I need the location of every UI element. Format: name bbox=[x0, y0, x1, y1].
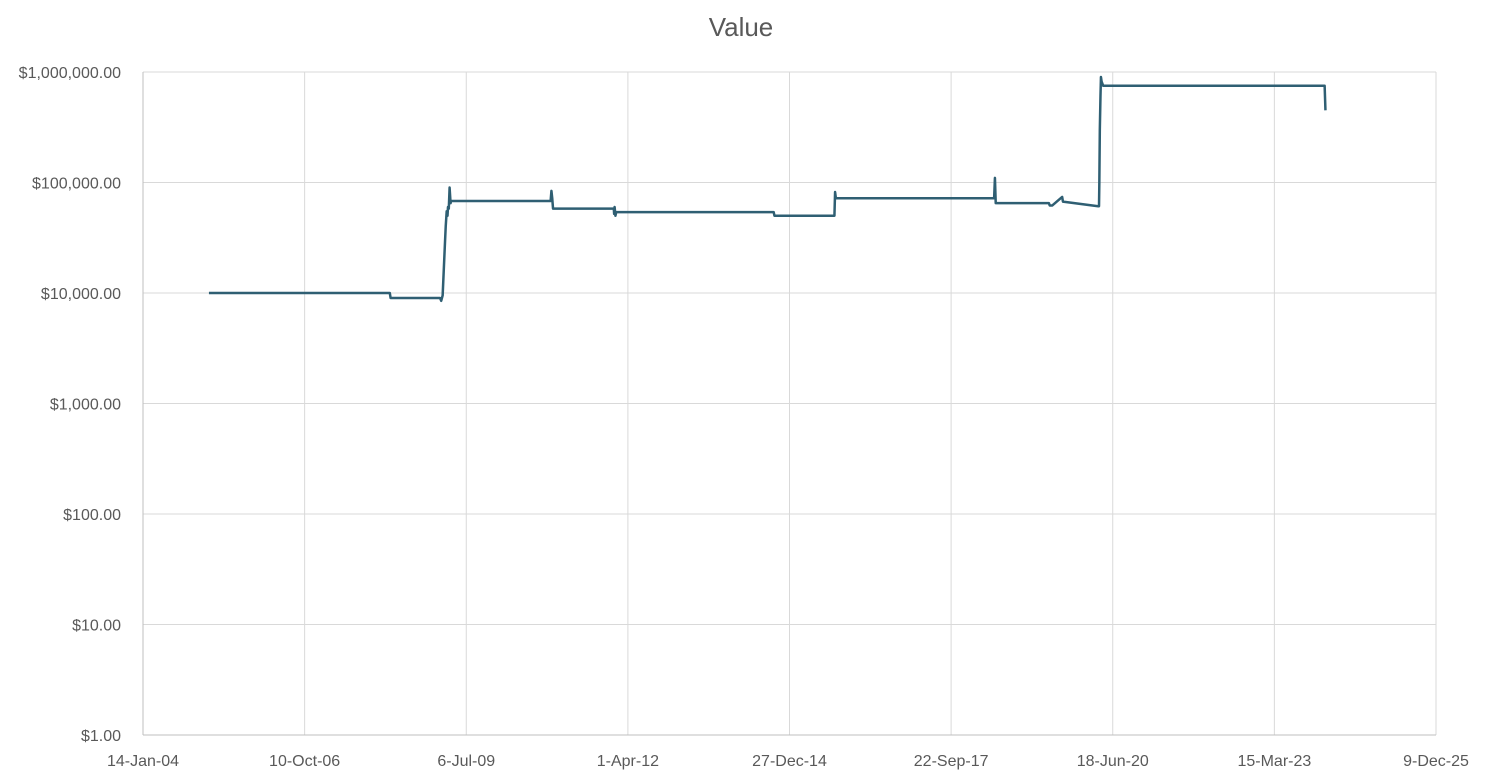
x-tick-label: 15-Mar-23 bbox=[1237, 753, 1311, 770]
y-tick-label: $1,000.00 bbox=[50, 397, 121, 414]
x-tick-label: 27-Dec-14 bbox=[752, 753, 827, 770]
x-axis-tick-labels: 14-Jan-04 10-Oct-06 6-Jul-09 1-Apr-12 27-Dec… bbox=[107, 753, 1469, 770]
y-tick-label: $10.00 bbox=[72, 618, 121, 635]
x-tick-label: 10-Oct-06 bbox=[269, 753, 340, 770]
y-tick-label: $100,000.00 bbox=[32, 176, 121, 193]
x-tick-label: 14-Jan-04 bbox=[107, 753, 179, 770]
series-layer bbox=[208, 75, 1327, 303]
x-tick-label: 9-Dec-25 bbox=[1403, 753, 1469, 770]
y-axis-tick-labels: $1.00 $10.00 $100.00 $1,000.00 $10,000.00 $10… bbox=[19, 65, 121, 745]
y-tick-label: $100.00 bbox=[63, 507, 121, 524]
chart-title: Value bbox=[709, 12, 774, 42]
x-tick-label: 18-Jun-20 bbox=[1077, 753, 1149, 770]
x-tick-label: 1-Apr-12 bbox=[597, 753, 659, 770]
y-tick-label: $1.00 bbox=[81, 728, 121, 745]
axes bbox=[142, 72, 1436, 736]
series-line-0 bbox=[208, 75, 1327, 303]
x-tick-label: 22-Sep-17 bbox=[914, 753, 989, 770]
y-tick-label: $10,000.00 bbox=[41, 286, 121, 303]
y-tick-label: $1,000,000.00 bbox=[19, 65, 121, 82]
x-tick-label: 6-Jul-09 bbox=[437, 753, 495, 770]
gridlines bbox=[142, 71, 1437, 736]
